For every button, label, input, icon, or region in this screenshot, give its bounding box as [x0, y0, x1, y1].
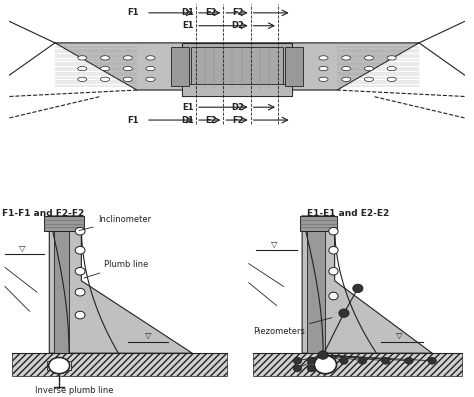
- Circle shape: [329, 227, 338, 235]
- Circle shape: [342, 66, 351, 71]
- Text: Piezometers: Piezometers: [253, 318, 332, 336]
- Bar: [285, 47, 303, 86]
- Circle shape: [340, 357, 348, 364]
- Circle shape: [365, 77, 374, 81]
- Bar: [182, 43, 292, 96]
- Polygon shape: [49, 216, 192, 353]
- Circle shape: [75, 247, 85, 254]
- Text: ▽: ▽: [396, 331, 403, 340]
- Bar: [300, 216, 337, 231]
- Circle shape: [100, 66, 109, 71]
- Circle shape: [387, 77, 396, 81]
- Text: F1-F1 and F2-F2: F1-F1 and F2-F2: [2, 209, 85, 218]
- Bar: [54, 225, 69, 353]
- Text: ▽: ▽: [19, 243, 26, 252]
- Circle shape: [342, 56, 351, 60]
- Text: E2: E2: [205, 116, 217, 125]
- Bar: [47, 361, 72, 370]
- Circle shape: [78, 66, 87, 71]
- Circle shape: [319, 66, 328, 71]
- Text: E2: E2: [205, 8, 217, 17]
- Bar: [253, 353, 462, 376]
- Text: D1: D1: [181, 116, 194, 125]
- Circle shape: [314, 355, 337, 374]
- Circle shape: [339, 309, 349, 317]
- Circle shape: [307, 365, 316, 372]
- Text: Plumb line: Plumb line: [84, 260, 148, 278]
- Bar: [45, 216, 84, 231]
- Circle shape: [75, 311, 85, 319]
- Text: Inclinometer: Inclinometer: [79, 215, 152, 231]
- Circle shape: [329, 268, 338, 275]
- Text: E1-E1 and E2-E2: E1-E1 and E2-E2: [307, 209, 389, 218]
- Circle shape: [100, 77, 109, 81]
- Circle shape: [342, 77, 351, 81]
- Circle shape: [78, 56, 87, 60]
- Circle shape: [100, 56, 109, 60]
- Text: F1: F1: [128, 8, 139, 17]
- Circle shape: [405, 357, 413, 364]
- Circle shape: [365, 56, 374, 60]
- Bar: [307, 225, 325, 353]
- Circle shape: [75, 288, 85, 296]
- Circle shape: [146, 56, 155, 60]
- Text: ▽: ▽: [145, 331, 151, 340]
- Circle shape: [319, 56, 328, 60]
- Circle shape: [49, 358, 70, 374]
- Text: Inverse plumb line: Inverse plumb line: [35, 386, 113, 395]
- Circle shape: [387, 56, 396, 60]
- Text: ▽: ▽: [271, 239, 277, 249]
- Circle shape: [78, 77, 87, 81]
- Circle shape: [123, 56, 132, 60]
- Text: D2: D2: [231, 21, 244, 30]
- Circle shape: [75, 227, 85, 235]
- Circle shape: [329, 247, 338, 254]
- Polygon shape: [55, 43, 419, 90]
- Circle shape: [382, 357, 390, 364]
- Bar: [171, 47, 189, 86]
- Text: F2: F2: [232, 116, 244, 125]
- Circle shape: [293, 365, 301, 372]
- Text: E1: E1: [182, 103, 194, 112]
- Text: E1: E1: [182, 21, 194, 30]
- Bar: [12, 353, 227, 376]
- Circle shape: [319, 77, 328, 81]
- Text: D2: D2: [231, 103, 244, 112]
- Circle shape: [329, 292, 338, 300]
- Text: D1: D1: [181, 8, 194, 17]
- Circle shape: [123, 66, 132, 71]
- Text: F2: F2: [232, 8, 244, 17]
- Circle shape: [146, 77, 155, 81]
- Circle shape: [293, 357, 301, 364]
- Circle shape: [146, 66, 155, 71]
- Circle shape: [318, 351, 328, 359]
- Circle shape: [307, 357, 316, 364]
- Text: F1: F1: [128, 116, 139, 125]
- Circle shape: [358, 357, 367, 364]
- Circle shape: [428, 357, 437, 364]
- Circle shape: [123, 77, 132, 81]
- Circle shape: [353, 284, 363, 293]
- Polygon shape: [302, 216, 432, 353]
- Circle shape: [387, 66, 396, 71]
- Circle shape: [365, 66, 374, 71]
- Bar: [191, 47, 283, 90]
- Bar: [182, 84, 292, 96]
- Circle shape: [75, 268, 85, 275]
